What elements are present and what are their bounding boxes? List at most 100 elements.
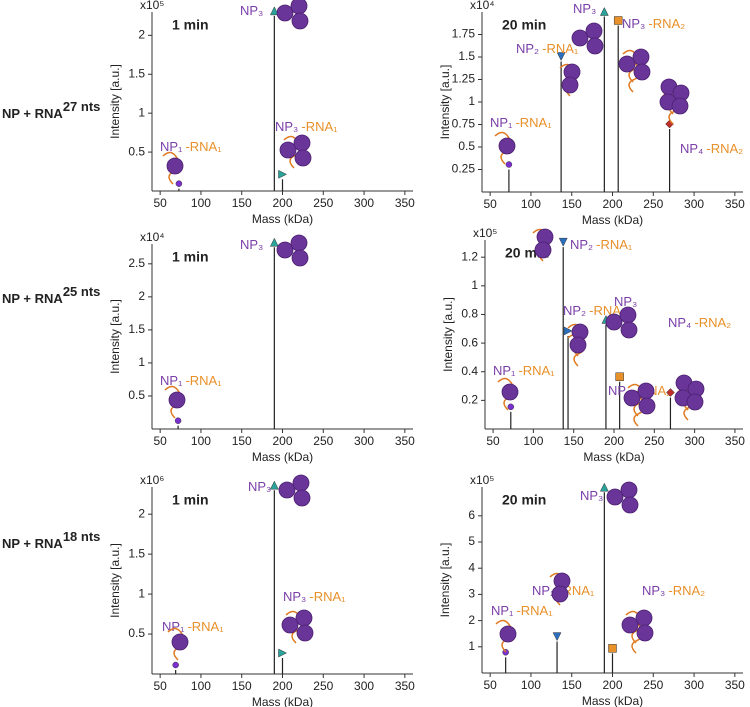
x-tick-label: 50 <box>483 678 497 692</box>
x-tick-label: 150 <box>232 679 252 693</box>
y-axis-label: Intensity [a.u.] <box>438 543 452 618</box>
np-sphere <box>295 609 313 627</box>
panel-title: 20 min <box>502 17 546 33</box>
row-label: NP + RNA27 nts <box>2 99 100 122</box>
y-tick-label: 1.5 <box>128 322 145 336</box>
np-sphere <box>638 397 656 415</box>
np-sphere <box>632 48 650 66</box>
x-tick-label: 50 <box>153 679 167 693</box>
np-label: NP₃ <box>275 119 298 134</box>
peak-label: NP₁ -RNA₁ <box>162 619 224 634</box>
y-tick-label: 5 <box>468 534 475 548</box>
np-sphere <box>551 585 569 603</box>
rna-label: -RNA₁ <box>185 373 222 388</box>
peak-label: NP₃ <box>580 488 603 503</box>
x-axis-label: Mass (kDa) <box>252 450 313 464</box>
row-label-sup: 27 nts <box>63 99 101 114</box>
np-sphere <box>279 141 297 159</box>
peak-marker <box>563 326 573 336</box>
x-tick-label: 150 <box>562 678 582 692</box>
peak-marker <box>666 388 675 397</box>
np-sphere <box>636 624 654 642</box>
np-sphere <box>499 625 517 643</box>
np-sphere <box>276 4 294 22</box>
peak-marker <box>613 16 623 25</box>
x-tick-label: 350 <box>395 434 415 448</box>
row-label-text: NP + RNA <box>2 291 63 306</box>
peak-label: NP₃ <box>614 294 637 309</box>
peak-marker <box>599 482 609 492</box>
np-label: NP₂ <box>570 237 593 252</box>
x-tick-label: 200 <box>272 679 292 693</box>
y-tick-label: 2 <box>468 613 475 627</box>
x-tick-label: 300 <box>354 434 374 448</box>
np-label: NP₂ <box>516 41 539 56</box>
y-tick-label: 0.4 <box>461 364 478 378</box>
np-sphere <box>278 481 296 499</box>
y-tick-label: 0.6 <box>461 335 478 349</box>
np-sphere <box>619 306 637 324</box>
np-sphere <box>618 55 636 73</box>
y-tick-label: 0.8 <box>461 307 478 321</box>
y-axis-label: Intensity [a.u.] <box>108 299 122 374</box>
x-axis-label: Mass (kDa) <box>582 213 643 227</box>
peak-label: NP₂ -RNA₁ <box>516 41 579 56</box>
np-sphere <box>294 149 312 167</box>
y-tick-label: 2 <box>138 506 145 520</box>
panel-title: 1 min <box>172 249 209 265</box>
np-sphere <box>166 157 184 175</box>
x-tick-label: 150 <box>232 434 252 448</box>
y-tick-label: 1 <box>138 355 145 369</box>
peak-marker <box>558 237 568 247</box>
peak-marker <box>278 648 288 658</box>
x-tick-label: 250 <box>643 197 663 211</box>
x-tick-label: 300 <box>685 434 705 448</box>
y-tick-label: 2 <box>138 289 145 303</box>
x-tick-label: 150 <box>564 434 584 448</box>
y-tick-label: 1 <box>468 94 475 108</box>
np-sphere <box>569 336 587 354</box>
np-label: NP₁ <box>491 603 514 618</box>
y-tick-label: 0.5 <box>458 139 475 153</box>
np-sphere <box>633 63 651 81</box>
rna-label: -RNA₂ <box>706 141 743 156</box>
y-axis-label: Intensity [a.u.] <box>441 297 455 372</box>
peak-label: NP₃-RNA₂ <box>622 16 685 31</box>
y-tick-label: 1.5 <box>458 49 475 63</box>
rna-label: -RNA₂ <box>694 315 731 330</box>
np-sphere <box>605 313 623 331</box>
peak-marker <box>556 52 566 62</box>
np-sphere <box>620 481 638 499</box>
np-label: NP₃ <box>283 589 306 604</box>
row-label-text: NP + RNA <box>2 106 63 121</box>
np-sphere <box>571 29 589 47</box>
x-tick-label: 250 <box>313 679 333 693</box>
np-sphere <box>621 616 639 634</box>
x-axis-label: Mass (kDa) <box>583 450 644 464</box>
np-label: NP₁ <box>493 363 516 378</box>
y-tick-label: 0.5 <box>128 144 145 158</box>
multiplier: x10⁵ <box>473 226 497 240</box>
peak-marker <box>599 6 609 16</box>
rna-label: -RNA₁ <box>518 363 555 378</box>
y-tick-label: 1.75 <box>452 27 476 41</box>
multiplier: x10⁴ <box>470 0 495 12</box>
y-tick-label: 2 <box>138 28 145 42</box>
peak-label: NP₃-RNA₂ <box>642 583 705 598</box>
y-tick-label: 3 <box>468 587 475 601</box>
np-sphere <box>296 624 314 642</box>
row-label-sup: 18 nts <box>63 529 101 544</box>
x-tick-label: 300 <box>684 678 704 692</box>
np-label: NP₃ <box>240 3 263 18</box>
x-tick-label: 200 <box>272 196 292 210</box>
peak-label: NP₁ -RNA₁ <box>160 373 222 388</box>
rna-label: -RNA₁ <box>516 603 553 618</box>
np-sphere <box>292 474 310 492</box>
x-axis-label: Mass (kDa) <box>252 695 313 707</box>
y-tick-label: 0.2 <box>461 393 478 407</box>
y-tick-label: 1 <box>471 278 478 292</box>
peak-marker <box>278 169 288 179</box>
rna-label: -RNA₁ <box>185 139 222 154</box>
peak-marker <box>608 644 617 653</box>
np-sphere <box>606 488 624 506</box>
